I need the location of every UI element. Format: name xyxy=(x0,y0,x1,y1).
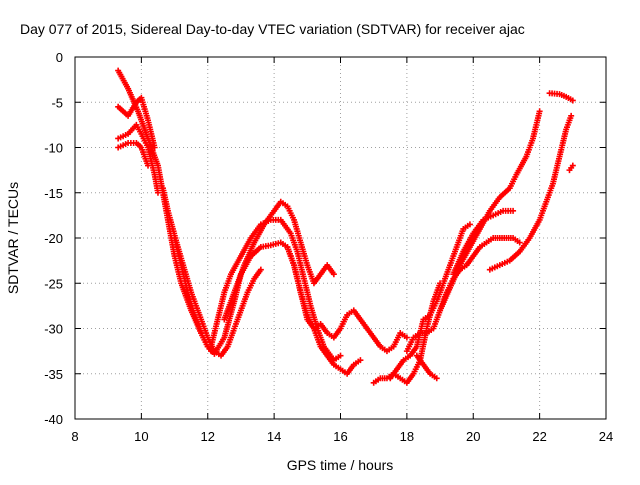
data-point xyxy=(516,239,523,246)
axis-ticks xyxy=(74,56,607,420)
x-tick-label: 10 xyxy=(134,429,148,444)
series-trace-8 xyxy=(221,198,337,323)
x-tick-label: 24 xyxy=(599,429,613,444)
data-point xyxy=(154,189,161,196)
x-tick-label: 22 xyxy=(532,429,546,444)
series-trace-2 xyxy=(115,94,158,151)
data-point xyxy=(357,357,364,364)
series-trace-9 xyxy=(284,244,410,355)
y-axis-title: SDTVAR / TECUs xyxy=(5,182,21,294)
data-point xyxy=(510,207,517,214)
series-trace-16 xyxy=(486,112,575,273)
y-axis-labels: 0 -5 -10 -15 -20 -25 -30 -35 -40 xyxy=(44,50,63,427)
data-point xyxy=(337,352,344,359)
x-tick-label: 8 xyxy=(71,429,78,444)
y-tick-label: -40 xyxy=(44,412,63,427)
data-point xyxy=(151,144,158,151)
series-trace-3 xyxy=(115,121,161,196)
x-axis-labels: 8 10 12 14 16 18 20 22 24 xyxy=(71,429,613,444)
data-point xyxy=(466,221,473,228)
series-trace-15 xyxy=(450,207,517,278)
x-tick-label: 20 xyxy=(466,429,480,444)
series-trace-4 xyxy=(115,139,152,169)
series-trace-14 xyxy=(437,108,543,314)
y-tick-label: -15 xyxy=(44,186,63,201)
data-point xyxy=(569,162,576,169)
chart-title: Day 077 of 2015, Sidereal Day-to-day VTE… xyxy=(20,21,525,37)
grid xyxy=(75,57,606,419)
x-tick-label: 12 xyxy=(201,429,215,444)
data-layer xyxy=(115,67,576,386)
data-point xyxy=(330,271,337,278)
data-point xyxy=(403,334,410,341)
y-tick-label: -5 xyxy=(51,95,63,110)
series-trace-18 xyxy=(566,162,576,174)
x-axis-title: GPS time / hours xyxy=(287,457,394,473)
data-point xyxy=(433,375,440,382)
x-tick-label: 16 xyxy=(333,429,347,444)
y-tick-label: -35 xyxy=(44,367,63,382)
y-tick-label: -10 xyxy=(44,141,63,156)
y-tick-label: -20 xyxy=(44,231,63,246)
x-tick-label: 14 xyxy=(267,429,281,444)
series-trace-17 xyxy=(546,90,576,104)
series-trace-6 xyxy=(171,235,364,377)
x-tick-label: 18 xyxy=(400,429,414,444)
series-trace-13 xyxy=(413,352,440,382)
y-tick-label: -25 xyxy=(44,276,63,291)
series-trace-7 xyxy=(208,216,344,364)
series-trace-11 xyxy=(387,221,473,382)
data-point xyxy=(568,112,575,119)
series-trace-10 xyxy=(370,280,444,386)
data-point xyxy=(257,266,264,273)
y-tick-label: -30 xyxy=(44,322,63,337)
data-point xyxy=(145,162,152,169)
y-tick-label: 0 xyxy=(56,50,63,65)
data-point xyxy=(536,108,543,115)
data-point xyxy=(569,97,576,104)
